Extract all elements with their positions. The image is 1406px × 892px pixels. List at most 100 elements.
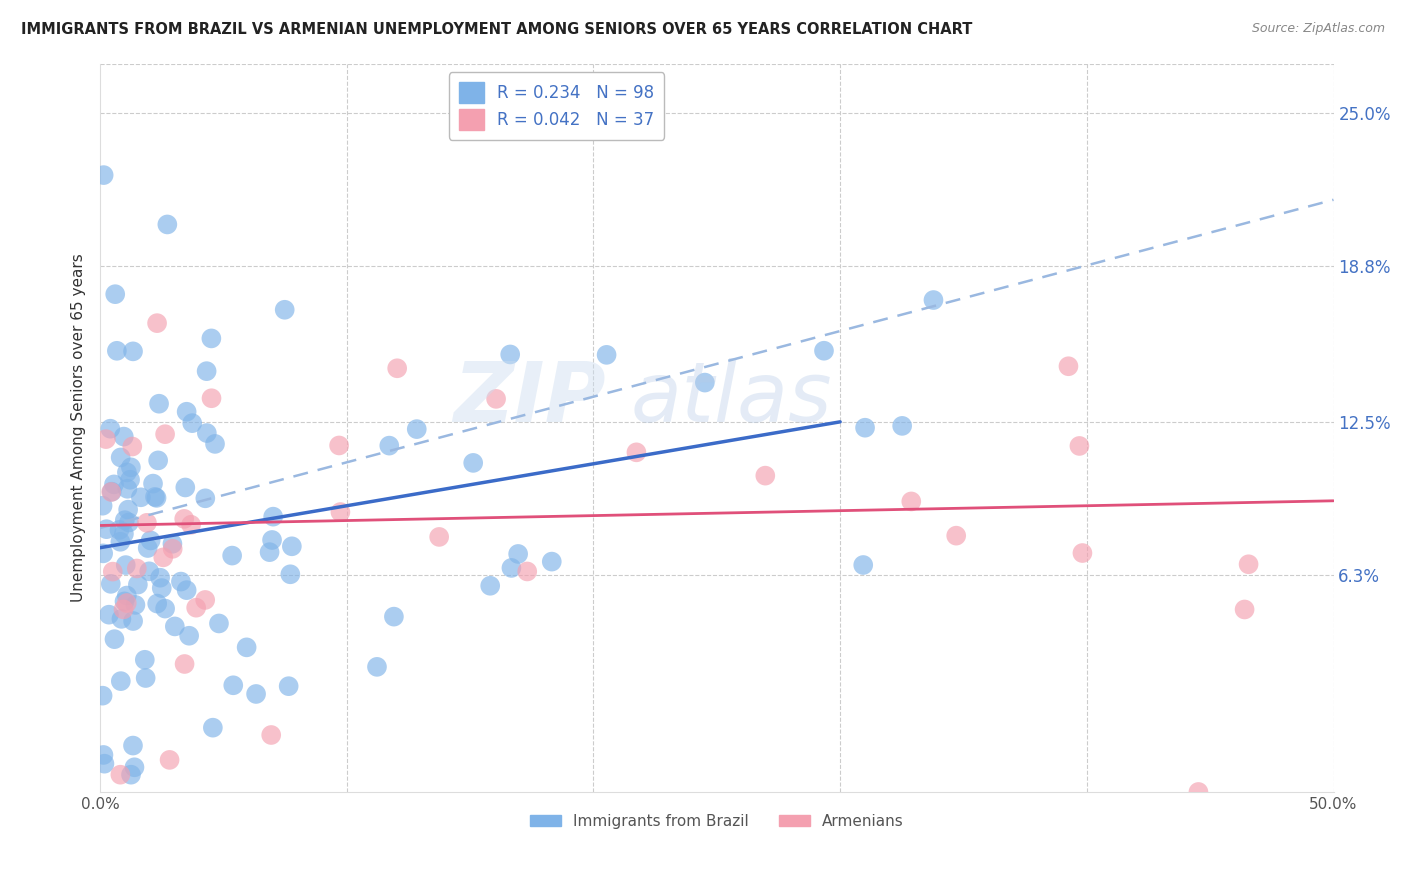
Point [194, 491, 217, 506]
Point [162, 541, 184, 556]
Point [124, 760, 146, 774]
Point [115, 596, 138, 610]
Point [136, 541, 159, 555]
Point [1237, 558, 1260, 572]
Point [200, 331, 222, 345]
Point [118, 516, 141, 530]
Point [121, 440, 143, 454]
Point [900, 494, 922, 508]
Point [235, 640, 257, 655]
Point [122, 344, 145, 359]
Point [91, 546, 114, 560]
Legend: Immigrants from Brazil, Armenians: Immigrants from Brazil, Armenians [524, 808, 910, 835]
Point [186, 600, 208, 615]
Point [945, 529, 967, 543]
Point [122, 614, 145, 628]
Point [479, 579, 502, 593]
Point [891, 418, 914, 433]
Point [170, 574, 193, 589]
Point [117, 482, 139, 496]
Point [260, 533, 283, 547]
Point [104, 287, 127, 301]
Point [159, 753, 181, 767]
Point [93, 168, 115, 182]
Point [117, 502, 139, 516]
Point [485, 392, 508, 406]
Point [156, 218, 179, 232]
Point [125, 561, 148, 575]
Point [103, 477, 125, 491]
Point [115, 589, 138, 603]
Point [176, 583, 198, 598]
Point [124, 598, 146, 612]
Point [100, 577, 122, 591]
Point [499, 347, 522, 361]
Point [201, 721, 224, 735]
Point [329, 505, 352, 519]
Point [1057, 359, 1080, 374]
Point [179, 629, 201, 643]
Point [142, 476, 165, 491]
Point [115, 466, 138, 480]
Point [114, 558, 136, 573]
Point [134, 653, 156, 667]
Point [195, 425, 218, 440]
Point [146, 597, 169, 611]
Y-axis label: Unemployment Among Seniors over 65 years: Unemployment Among Seniors over 65 years [72, 253, 86, 602]
Point [221, 549, 243, 563]
Point [110, 767, 132, 781]
Point [273, 302, 295, 317]
Point [98, 422, 121, 436]
Point [110, 674, 132, 689]
Point [112, 602, 135, 616]
Point [173, 512, 195, 526]
Text: atlas: atlas [630, 359, 832, 440]
Point [626, 445, 648, 459]
Point [110, 534, 132, 549]
Point [96, 522, 118, 536]
Point [852, 558, 875, 572]
Point [120, 460, 142, 475]
Point [208, 616, 231, 631]
Point [139, 533, 162, 548]
Point [143, 490, 166, 504]
Point [138, 564, 160, 578]
Point [153, 427, 176, 442]
Point [114, 513, 136, 527]
Point [259, 545, 281, 559]
Point [176, 405, 198, 419]
Point [146, 316, 169, 330]
Point [114, 594, 136, 608]
Text: IMMIGRANTS FROM BRAZIL VS ARMENIAN UNEMPLOYMENT AMONG SENIORS OVER 65 YEARS CORR: IMMIGRANTS FROM BRAZIL VS ARMENIAN UNEMP… [21, 22, 973, 37]
Point [328, 438, 350, 452]
Point [122, 739, 145, 753]
Point [91, 499, 114, 513]
Point [110, 612, 132, 626]
Point [595, 348, 617, 362]
Text: ZIP: ZIP [453, 359, 606, 440]
Point [222, 678, 245, 692]
Point [813, 343, 835, 358]
Point [427, 530, 450, 544]
Point [278, 567, 301, 582]
Point [129, 490, 152, 504]
Point [162, 537, 184, 551]
Point [101, 565, 124, 579]
Point [173, 657, 195, 671]
Point [105, 343, 128, 358]
Point [149, 571, 172, 585]
Point [120, 767, 142, 781]
Point [100, 485, 122, 500]
Point [262, 509, 284, 524]
Point [1069, 439, 1091, 453]
Point [194, 593, 217, 607]
Point [366, 660, 388, 674]
Point [540, 555, 562, 569]
Point [463, 456, 485, 470]
Point [112, 429, 135, 443]
Point [94, 432, 117, 446]
Point [180, 517, 202, 532]
Point [1187, 785, 1209, 799]
Point [93, 756, 115, 771]
Point [204, 437, 226, 451]
